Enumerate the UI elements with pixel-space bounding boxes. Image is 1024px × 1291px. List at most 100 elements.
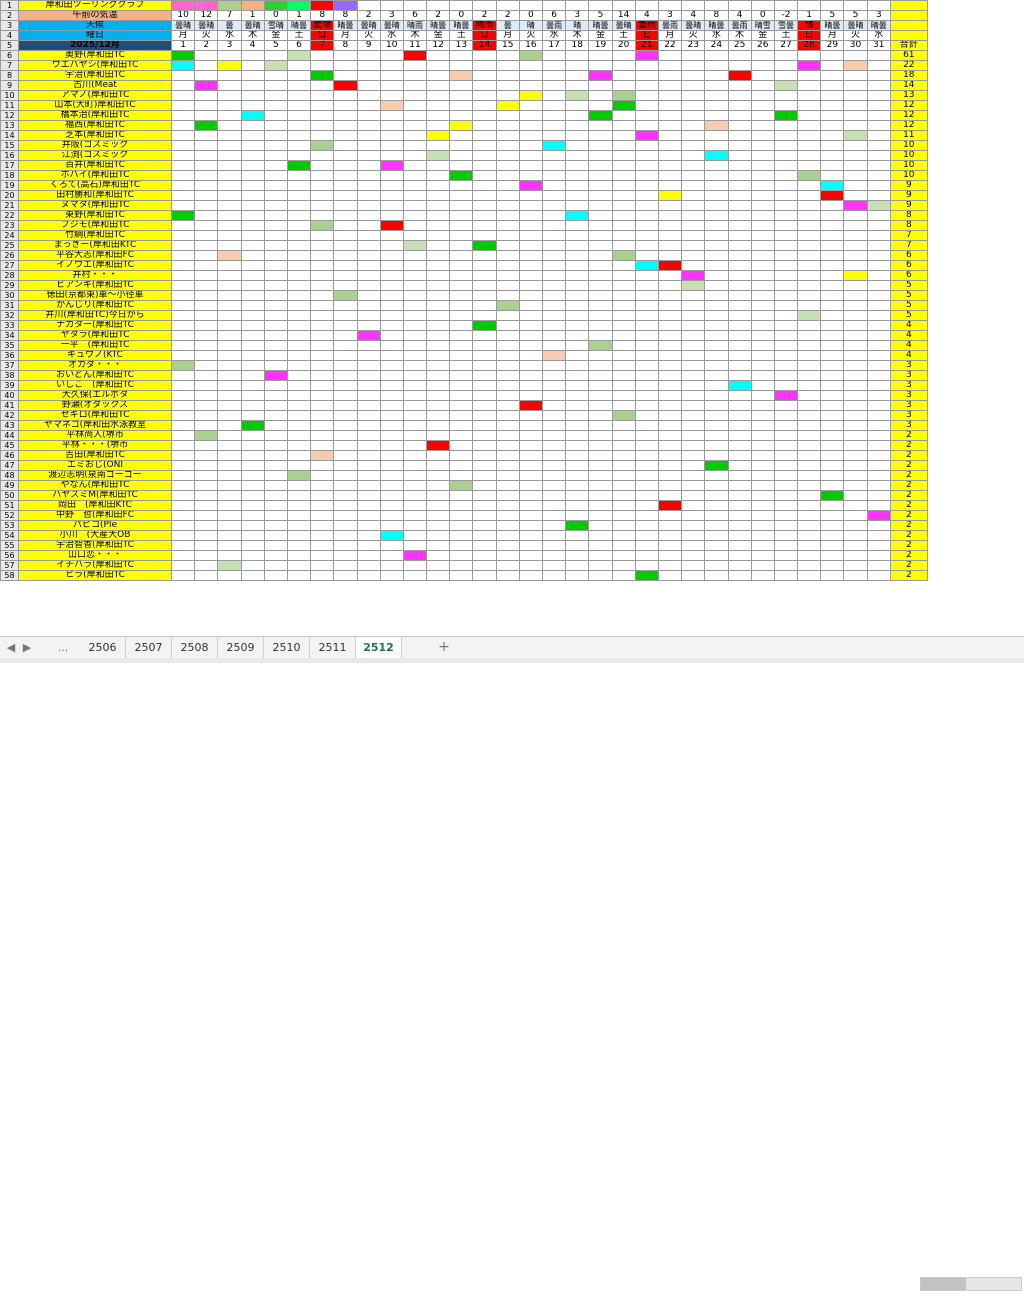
attendance-cell[interactable] (426, 140, 451, 151)
attendance-cell[interactable] (750, 340, 775, 351)
attendance-cell[interactable] (866, 220, 891, 231)
attendance-cell[interactable] (286, 280, 312, 291)
attendance-cell[interactable] (472, 180, 497, 191)
attendance-cell[interactable] (750, 50, 775, 61)
attendance-cell[interactable] (310, 70, 335, 81)
attendance-cell[interactable] (866, 260, 891, 271)
attendance-cell[interactable] (634, 200, 659, 211)
attendance-cell[interactable] (843, 120, 868, 131)
attendance-cell[interactable] (611, 420, 636, 431)
attendance-cell[interactable] (588, 300, 613, 311)
attendance-cell[interactable] (356, 390, 381, 401)
attendance-cell[interactable] (495, 300, 520, 311)
attendance-cell[interactable] (310, 550, 335, 561)
attendance-cell[interactable] (426, 400, 451, 411)
attendance-cell[interactable] (704, 380, 729, 391)
attendance-cell[interactable] (194, 90, 219, 101)
weekday-cell[interactable]: 水 (866, 30, 891, 41)
attendance-cell[interactable] (843, 280, 868, 291)
attendance-cell[interactable] (170, 560, 196, 571)
attendance-cell[interactable] (472, 270, 497, 281)
member-total[interactable]: 10 (889, 160, 928, 171)
attendance-cell[interactable] (426, 520, 451, 531)
title-swatch-cell[interactable] (727, 0, 752, 11)
attendance-cell[interactable] (541, 470, 567, 481)
attendance-cell[interactable] (194, 410, 219, 421)
attendance-cell[interactable] (704, 560, 729, 571)
attendance-cell[interactable] (240, 470, 265, 481)
attendance-cell[interactable] (449, 440, 474, 451)
attendance-cell[interactable] (843, 130, 868, 141)
attendance-cell[interactable] (170, 100, 196, 111)
attendance-cell[interactable] (634, 260, 659, 271)
attendance-cell[interactable] (217, 320, 242, 331)
attendance-cell[interactable] (379, 300, 404, 311)
attendance-cell[interactable] (426, 300, 451, 311)
attendance-cell[interactable] (750, 440, 775, 451)
attendance-cell[interactable] (402, 420, 428, 431)
attendance-cell[interactable] (449, 300, 474, 311)
attendance-cell[interactable] (727, 310, 752, 321)
row-number[interactable]: 45 (0, 440, 19, 451)
attendance-cell[interactable] (797, 400, 822, 411)
attendance-cell[interactable] (426, 380, 451, 391)
member-total[interactable]: 9 (889, 190, 928, 201)
attendance-cell[interactable] (820, 180, 845, 191)
attendance-cell[interactable] (797, 460, 822, 471)
date-cell[interactable]: 9 (356, 40, 381, 51)
attendance-cell[interactable] (286, 420, 312, 431)
attendance-cell[interactable] (634, 100, 659, 111)
attendance-cell[interactable] (472, 240, 497, 251)
attendance-cell[interactable] (541, 480, 567, 491)
attendance-cell[interactable] (310, 80, 335, 91)
attendance-cell[interactable] (240, 550, 265, 561)
attendance-cell[interactable] (217, 260, 242, 271)
attendance-cell[interactable] (588, 450, 613, 461)
attendance-cell[interactable] (750, 160, 775, 171)
attendance-cell[interactable] (449, 410, 474, 421)
attendance-cell[interactable] (379, 430, 404, 441)
sheet-tab-2508[interactable]: 2508 (172, 637, 218, 658)
attendance-cell[interactable] (426, 490, 451, 501)
attendance-cell[interactable] (472, 450, 497, 461)
member-name[interactable]: 芝本(岸和田TC (18, 130, 172, 141)
attendance-cell[interactable] (286, 370, 312, 381)
row-number[interactable]: 22 (0, 210, 19, 221)
attendance-cell[interactable] (634, 340, 659, 351)
member-name[interactable]: エミおじ(ONI (18, 460, 172, 471)
member-total[interactable]: 12 (889, 100, 928, 111)
attendance-cell[interactable] (240, 540, 265, 551)
attendance-cell[interactable] (727, 530, 752, 541)
attendance-cell[interactable] (426, 210, 451, 221)
attendance-cell[interactable] (194, 180, 219, 191)
attendance-cell[interactable] (541, 160, 567, 171)
attendance-cell[interactable] (657, 360, 683, 371)
attendance-cell[interactable] (170, 360, 196, 371)
member-total[interactable]: 22 (889, 60, 928, 71)
attendance-cell[interactable] (310, 280, 335, 291)
attendance-cell[interactable] (472, 370, 497, 381)
weekday-cell[interactable]: 金 (426, 30, 451, 41)
attendance-cell[interactable] (750, 80, 775, 91)
attendance-cell[interactable] (565, 400, 590, 411)
attendance-cell[interactable] (170, 210, 196, 221)
attendance-cell[interactable] (611, 470, 636, 481)
attendance-cell[interactable] (773, 400, 799, 411)
attendance-cell[interactable] (588, 240, 613, 251)
attendance-cell[interactable] (426, 500, 451, 511)
attendance-cell[interactable] (194, 520, 219, 531)
attendance-cell[interactable] (704, 140, 729, 151)
attendance-cell[interactable] (843, 200, 868, 211)
row-number[interactable]: 41 (0, 400, 19, 411)
attendance-cell[interactable] (379, 560, 404, 571)
attendance-cell[interactable] (333, 150, 358, 161)
attendance-cell[interactable] (657, 100, 683, 111)
weekday-cell[interactable]: 日 (310, 30, 335, 41)
attendance-cell[interactable] (820, 360, 845, 371)
attendance-cell[interactable] (518, 220, 544, 231)
row-number[interactable]: 6 (0, 50, 19, 61)
attendance-cell[interactable] (750, 520, 775, 531)
member-total[interactable]: 2 (889, 560, 928, 571)
attendance-cell[interactable] (286, 140, 312, 151)
attendance-cell[interactable] (727, 290, 752, 301)
